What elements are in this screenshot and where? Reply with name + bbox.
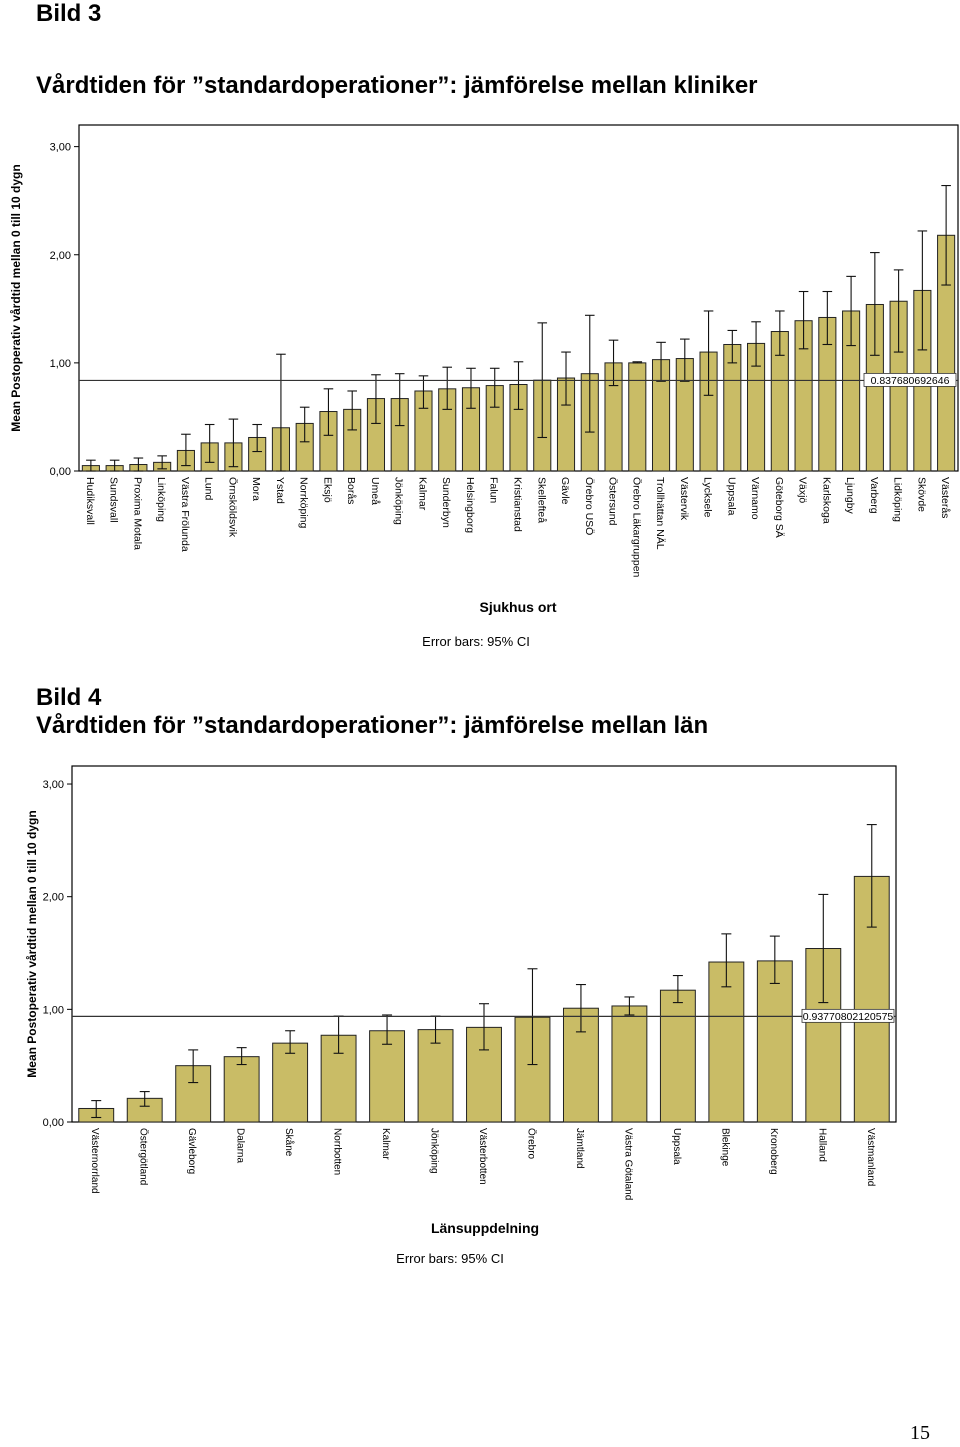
category-label: Lycksele (702, 477, 714, 518)
category-label: Kalmar (380, 1128, 391, 1160)
category-label: Dalarna (235, 1128, 246, 1163)
y-tick-label: 1,00 (43, 1004, 64, 1016)
category-label: Karlskoga (820, 477, 832, 524)
category-label: Jönköping (393, 477, 405, 525)
category-label: Norrköping (298, 477, 310, 529)
category-label: Skellefteå (535, 477, 547, 523)
category-label: Västra Götaland (622, 1128, 633, 1200)
category-label: Hudiksvall (84, 477, 96, 525)
y-tick-label: 0,00 (50, 466, 71, 478)
category-label: Jämtland (574, 1128, 585, 1169)
category-label: Östergötland (138, 1128, 150, 1185)
category-label: Helsingborg (464, 477, 476, 533)
figure-3-title: Vårdtiden för ”standardoperationer”: jäm… (36, 72, 758, 99)
category-label: Halland (816, 1128, 827, 1162)
category-label: Örebro USÖ (583, 477, 595, 535)
category-label: Örebro Läkargruppen (630, 477, 642, 578)
y-axis-label: Mean Postoperativ vårdtid mellan 0 till … (9, 164, 23, 431)
y-tick-label: 2,00 (50, 250, 71, 262)
bar (369, 1030, 406, 1123)
category-label: Värnamo (749, 477, 761, 520)
category-label: Västmanland (865, 1128, 876, 1186)
bar (659, 989, 696, 1123)
reference-line-box (863, 373, 957, 387)
category-label: Proxima Motala (131, 477, 143, 550)
error-bars-note: Error bars: 95% CI (422, 634, 530, 649)
bar (756, 960, 793, 1123)
category-label: Uppsala (671, 1128, 682, 1165)
bar (723, 343, 742, 472)
category-label: Kronoberg (768, 1128, 779, 1175)
category-label: Västerås (939, 477, 951, 518)
category-label: Lidköping (892, 477, 904, 522)
bar (272, 1042, 309, 1123)
category-label: Uppsala (725, 477, 737, 516)
page-number: 15 (910, 1422, 930, 1444)
reference-line-box (801, 1008, 895, 1023)
category-label: Falun (488, 477, 500, 503)
category-label: Blekinge (719, 1128, 730, 1167)
chart-counties: 0,00 1,00 2,00 3,00 Västernorrland Östergötla… (25, 765, 897, 1266)
category-label: Västra Frölunda (179, 477, 191, 552)
y-tick-label: 3,00 (50, 142, 71, 154)
category-label: Gävle (559, 477, 571, 505)
bar (611, 1005, 648, 1123)
category-label: Ystad (274, 477, 286, 504)
category-label: Eksjö (321, 477, 333, 503)
x-axis-label: Länsuppdelning (431, 1220, 539, 1236)
category-label: Sundsvall (108, 477, 120, 523)
category-label: Sunderbyn (440, 477, 452, 528)
category-label: Ljungby (844, 477, 856, 515)
bar (223, 1056, 260, 1123)
category-label: Borås (345, 477, 357, 504)
category-label: Östersund (607, 477, 619, 526)
category-label: Umeå (369, 477, 381, 505)
category-label: Växjö (797, 477, 809, 503)
category-label: Linköping (155, 477, 167, 522)
figure-3-label: Bild 3 (36, 0, 102, 27)
category-label: Trollhättan NÄL (654, 477, 666, 550)
category-label: Skåne (283, 1128, 295, 1157)
chart-clinics: 0,00 1,00 2,00 3,00 Hudiksvall Sundsvall Proxi… (9, 124, 959, 649)
category-label: Kalmar (416, 477, 428, 511)
bar (417, 1029, 454, 1123)
figure-4-label: Bild 4 (36, 684, 102, 711)
figure-4-title: Vårdtiden för ”standardoperationer”: jäm… (36, 712, 709, 739)
category-label: Mora (250, 477, 262, 501)
category-label: Varberg (868, 477, 880, 514)
x-axis-label: Sjukhus ort (479, 599, 556, 615)
reference-line-label: 0.837680692646 (871, 375, 950, 387)
y-tick-label: 3,00 (43, 779, 64, 791)
category-label: Skövde (915, 477, 927, 512)
category-label: Örnsköldsvik (226, 477, 238, 538)
y-axis-label: Mean Postoperativ vårdtid mellan 0 till … (25, 810, 39, 1077)
category-label: Jönköping (429, 1128, 440, 1174)
category-label: Gävleborg (186, 1128, 197, 1174)
category-label: Kristianstad (512, 477, 524, 532)
bar (628, 362, 647, 472)
y-tick-label: 1,00 (50, 358, 71, 370)
category-label: Göteborg SÄ (773, 477, 785, 538)
category-label: Norrbotten (332, 1128, 343, 1175)
y-tick-label: 0,00 (43, 1117, 64, 1129)
category-label: Västerbotten (477, 1128, 488, 1185)
category-label: Västernorrland (89, 1128, 100, 1194)
category-label: Örebro (525, 1128, 537, 1160)
error-bars-note: Error bars: 95% CI (396, 1251, 504, 1266)
category-label: Lund (203, 477, 215, 501)
reference-line-label: 0.93770802120575 (803, 1011, 894, 1023)
category-label: Västervik (678, 477, 690, 521)
y-tick-label: 2,00 (43, 892, 64, 904)
